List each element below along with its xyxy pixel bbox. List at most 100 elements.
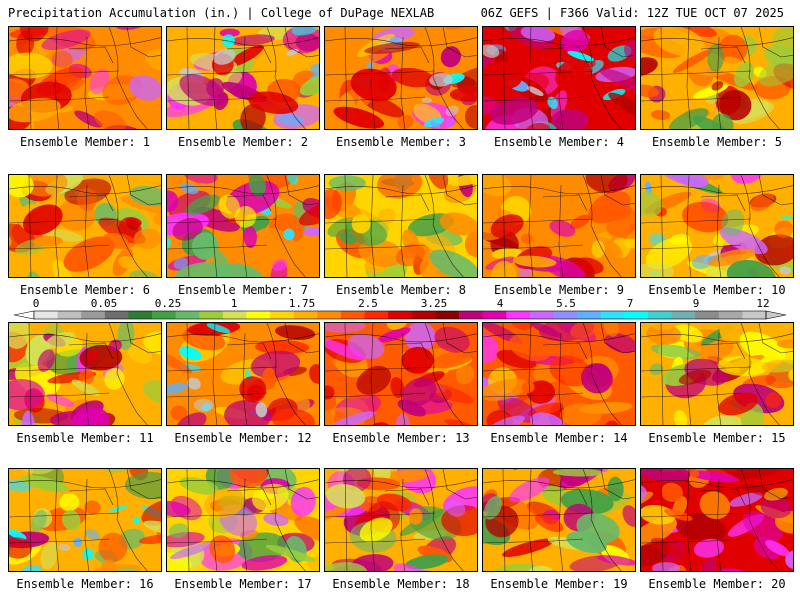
colorbar-swatch [482,311,507,319]
map-panel [324,322,478,426]
member-label: Ensemble Member: 6 [19,283,151,297]
colorbar-swatch [222,311,247,319]
map-panel [166,174,320,278]
colorbar-tick-label: 4 [496,297,504,310]
member-label: Ensemble Member: 9 [493,283,625,297]
colorbar-swatch [506,311,531,319]
colorbar-tick-label: 2.5 [358,297,378,310]
colorbar-swatch [671,311,696,319]
map-panel [482,26,636,130]
precip-field [641,175,793,277]
colorbar-tick-label: 0.25 [154,297,182,310]
colorbar-swatch [128,311,153,319]
precip-field [483,323,635,425]
precip-field [641,469,793,571]
precip-field [167,323,319,425]
member-label: Ensemble Member: 3 [335,135,467,149]
member-label: Ensemble Member: 11 [16,431,154,445]
colorbar-swatch [411,311,436,319]
colorbar-swatch [81,311,106,319]
colorbar-swatch [199,311,224,319]
member-label: Ensemble Member: 12 [174,431,312,445]
colorbar-tick-label: 0.05 [90,297,118,310]
map-panel [324,174,478,278]
colorbar-swatch [647,311,672,319]
colorbar-swatch [577,311,602,319]
colorbar-tick-label: 0 [32,297,40,310]
map-panel [640,26,794,130]
map-panel [8,174,162,278]
header-valid-time: 06Z GEFS | F366 Valid: 12Z TUE OCT 07 20… [480,6,784,20]
colorbar-swatch [695,311,720,319]
precip-field [9,469,161,571]
precip-field [483,27,635,129]
map-panel [640,322,794,426]
colorbar-swatch [529,311,554,319]
colorbar-tick-label: 9 [692,297,700,310]
precip-field [9,323,161,425]
colorbar-tick-label: 1.75 [288,297,316,310]
member-label: Ensemble Member: 14 [490,431,628,445]
map-panel [324,468,478,572]
map-panel [324,26,478,130]
colorbar-swatch [600,311,625,319]
map-panel [166,26,320,130]
member-label: Ensemble Member: 19 [490,577,628,591]
colorbar-swatch [317,311,342,319]
member-label: Ensemble Member: 4 [493,135,625,149]
colorbar-tick-label: 12 [756,297,770,310]
member-label: Ensemble Member: 18 [332,577,470,591]
colorbar-tick-label: 5.5 [556,297,576,310]
colorbar-swatch [340,311,365,319]
colorbar-swatch [104,311,129,319]
colorbar-tick-label: 3.25 [420,297,448,310]
member-label: Ensemble Member: 7 [177,283,309,297]
map-panel [482,322,636,426]
colorbar-swatch [435,311,460,319]
precip-field [641,323,793,425]
map-panel [8,26,162,130]
map-panel [640,468,794,572]
precip-field [325,323,477,425]
colorbar-swatch [270,311,295,319]
map-panel [482,468,636,572]
colorbar-swatch [624,311,649,319]
map-panel [8,468,162,572]
colorbar-swatch [718,311,743,319]
colorbar-swatch [553,311,578,319]
colorbar-swatch [293,311,318,319]
member-label: Ensemble Member: 20 [648,577,786,591]
precip-field [483,469,635,571]
colorbar-swatch [175,311,200,319]
precip-field [325,27,477,129]
colorbar-left-arrow [13,310,35,320]
member-label: Ensemble Member: 8 [335,283,467,297]
colorbar-swatch [34,311,58,319]
member-label: Ensemble Member: 5 [651,135,783,149]
precip-field [483,175,635,277]
colorbar-swatch [246,311,271,319]
colorbar-right-arrow [765,310,787,320]
precip-field [641,27,793,129]
member-label: Ensemble Member: 17 [174,577,312,591]
member-label: Ensemble Member: 16 [16,577,154,591]
map-panel [8,322,162,426]
map-panel [640,174,794,278]
precip-field [9,175,161,277]
colorbar-tick-label: 1 [230,297,238,310]
colorbar [13,310,787,320]
map-panel [482,174,636,278]
colorbar-swatch [364,311,389,319]
member-label: Ensemble Member: 15 [648,431,786,445]
precip-field [167,175,319,277]
member-label: Ensemble Member: 13 [332,431,470,445]
map-panel [166,322,320,426]
member-label: Ensemble Member: 1 [19,135,151,149]
colorbar-swatch [388,311,413,319]
member-label: Ensemble Member: 10 [648,283,786,297]
colorbar-tick-label: 7 [626,297,634,310]
map-panel [166,468,320,572]
header-title: Precipitation Accumulation (in.) | Colle… [8,6,435,20]
precip-field [167,469,319,571]
member-label: Ensemble Member: 2 [177,135,309,149]
